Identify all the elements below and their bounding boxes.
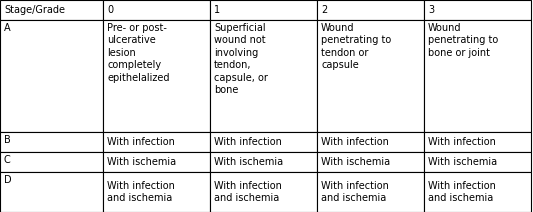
Text: With ischemia: With ischemia (107, 157, 176, 167)
Text: Stage/Grade: Stage/Grade (4, 5, 65, 15)
Bar (317, 152, 424, 172)
Text: A: A (4, 23, 11, 33)
Bar (424, 152, 531, 172)
Bar (0, 172, 103, 212)
Text: Pre- or post-
ulcerative
lesion
completely
epithelalized: Pre- or post- ulcerative lesion complete… (107, 23, 169, 83)
Bar (103, 0, 210, 20)
Bar (0, 152, 103, 172)
Text: B: B (4, 135, 11, 145)
Text: With infection
and ischemia: With infection and ischemia (321, 181, 389, 203)
Bar (317, 172, 424, 212)
Text: 3: 3 (428, 5, 434, 15)
Bar (210, 20, 317, 132)
Text: Wound
penetrating to
tendon or
capsule: Wound penetrating to tendon or capsule (321, 23, 391, 70)
Text: With infection: With infection (321, 137, 389, 147)
Text: 2: 2 (321, 5, 327, 15)
Text: With infection: With infection (428, 137, 496, 147)
Bar (317, 132, 424, 152)
Bar (0, 0, 103, 20)
Text: With infection: With infection (214, 137, 282, 147)
Text: Superficial
wound not
involving
tendon,
capsule, or
bone: Superficial wound not involving tendon, … (214, 23, 268, 95)
Bar (103, 132, 210, 152)
Text: 1: 1 (214, 5, 220, 15)
Text: With infection
and ischemia: With infection and ischemia (214, 181, 282, 203)
Bar (0, 132, 103, 152)
Text: D: D (4, 175, 12, 185)
Text: With infection: With infection (107, 137, 175, 147)
Bar (424, 132, 531, 152)
Bar (210, 172, 317, 212)
Bar (103, 152, 210, 172)
Bar (103, 20, 210, 132)
Bar (103, 172, 210, 212)
Bar (317, 0, 424, 20)
Bar (317, 20, 424, 132)
Text: C: C (4, 155, 11, 165)
Text: With ischemia: With ischemia (428, 157, 497, 167)
Text: Wound
penetrating to
bone or joint: Wound penetrating to bone or joint (428, 23, 498, 58)
Bar (210, 0, 317, 20)
Text: With ischemia: With ischemia (321, 157, 390, 167)
Text: With infection
and ischemia: With infection and ischemia (428, 181, 496, 203)
Bar (424, 20, 531, 132)
Text: With ischemia: With ischemia (214, 157, 283, 167)
Text: 0: 0 (107, 5, 113, 15)
Bar (0, 20, 103, 132)
Bar (424, 172, 531, 212)
Bar (210, 132, 317, 152)
Bar (424, 0, 531, 20)
Text: With infection
and ischemia: With infection and ischemia (107, 181, 175, 203)
Bar (210, 152, 317, 172)
